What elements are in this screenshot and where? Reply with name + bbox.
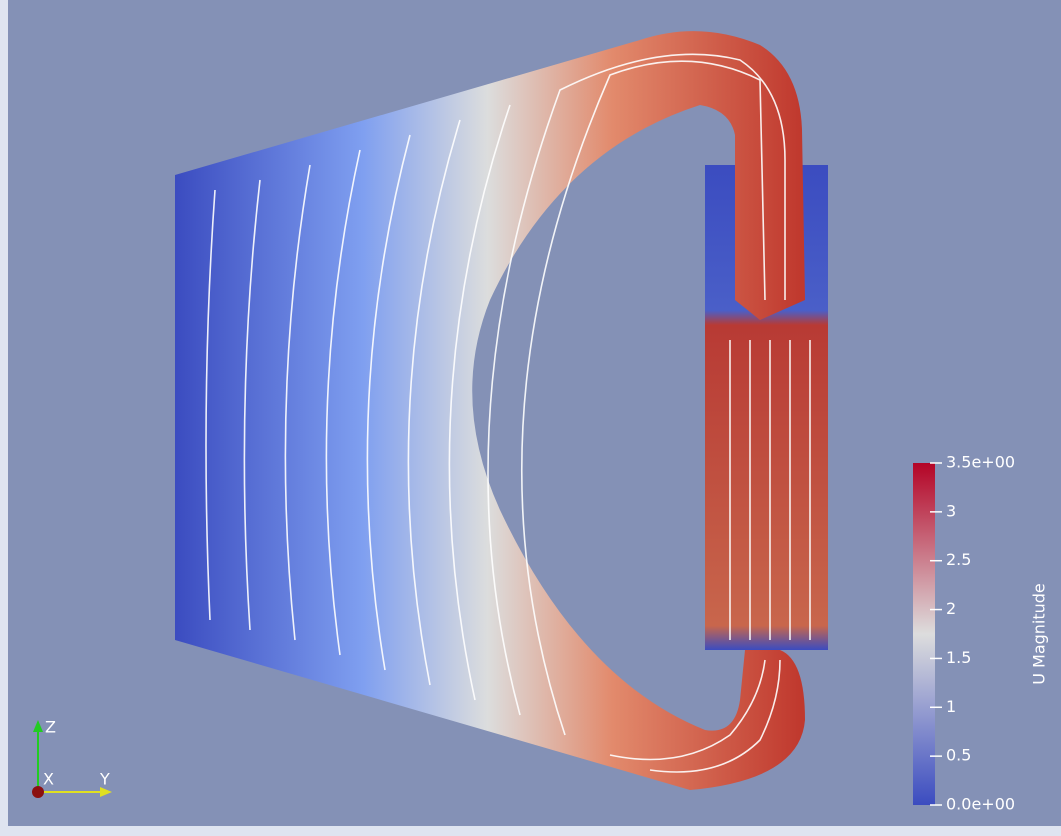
- tick-label: 3: [946, 501, 956, 520]
- z-label: Z: [45, 718, 56, 737]
- tick-label: 0.5: [946, 746, 971, 765]
- tick-label: 3.5e+00: [946, 453, 1015, 472]
- tick-label: 1.5: [946, 648, 971, 667]
- tick-label: 2: [946, 599, 956, 618]
- x-label: X: [43, 770, 54, 789]
- render-view: Z X Y U Magnitude 0.0e+00 3.5e+00 0.5 1 1.5 2…: [0, 0, 1061, 836]
- tick-label: 1: [946, 697, 956, 716]
- y-label: Y: [99, 770, 110, 789]
- tick-label: 0.0e+00: [946, 795, 1015, 814]
- color-legend-title: U Magnitude: [1030, 583, 1049, 685]
- tick-label: 2.5: [946, 550, 971, 569]
- color-bar: [913, 463, 935, 805]
